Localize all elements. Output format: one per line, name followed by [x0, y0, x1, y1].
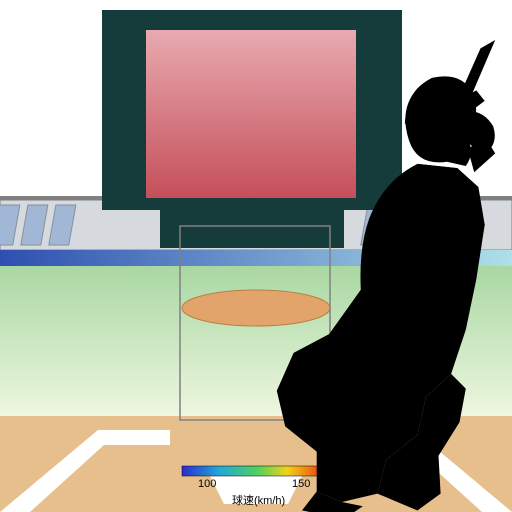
legend-axis-label: 球速(km/h) — [232, 492, 285, 508]
speed-legend-bar — [182, 466, 332, 476]
scoreboard-neck — [160, 210, 344, 248]
scene-svg — [0, 0, 512, 512]
legend-tick-150: 150 — [292, 478, 310, 490]
pitcher-mound — [182, 290, 330, 326]
scoreboard-screen — [146, 30, 356, 198]
legend-tick-100: 100 — [198, 478, 216, 490]
scene-root: 100 150 球速(km/h) — [0, 0, 512, 512]
